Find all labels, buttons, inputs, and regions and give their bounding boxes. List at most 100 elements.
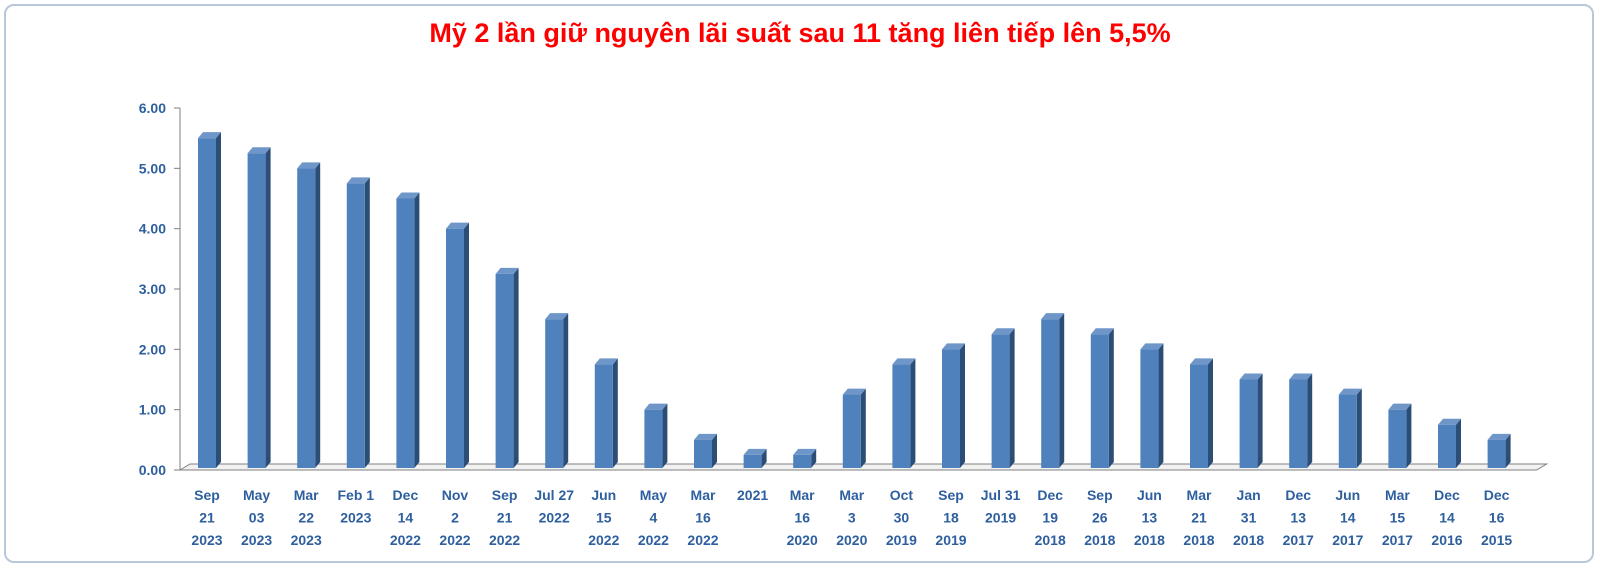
bar xyxy=(1239,379,1258,468)
x-tick-label: Oct 30 2019 xyxy=(886,487,917,548)
bar-side xyxy=(216,132,221,468)
x-tick-label: Jan 31 2018 xyxy=(1233,487,1264,548)
bar-top xyxy=(1388,403,1412,410)
bar-top xyxy=(892,358,916,365)
bar-top xyxy=(297,162,321,169)
bar-top xyxy=(1239,373,1263,380)
bar-top xyxy=(743,448,767,455)
x-tick-label: Feb 1 2023 xyxy=(338,487,375,526)
x-tick-label: Dec 14 2016 xyxy=(1431,487,1462,548)
bar-side xyxy=(1505,433,1511,468)
bar-top xyxy=(1090,328,1114,335)
bar xyxy=(247,153,266,468)
x-tick-label: Dec 14 2022 xyxy=(390,487,421,548)
bar-side xyxy=(513,267,519,468)
bar xyxy=(346,183,365,468)
x-tick-label: Jul 27 2022 xyxy=(534,487,574,526)
x-tick-label: May 4 2022 xyxy=(638,487,669,548)
bar-side xyxy=(315,162,321,469)
chart-title: Mỹ 2 lần giữ nguyên lãi suất sau 11 tăng… xyxy=(429,18,1171,48)
x-tick-label: Mar 22 2023 xyxy=(291,487,322,548)
y-tick-label: 2.00 xyxy=(139,341,166,357)
bar xyxy=(1041,319,1060,468)
bar-top xyxy=(694,433,717,440)
bar xyxy=(1289,379,1308,468)
bar-side xyxy=(960,343,965,468)
x-tick-label: Jun 15 2022 xyxy=(588,487,619,548)
bar xyxy=(594,364,613,468)
bar-side xyxy=(860,388,866,468)
bar-top xyxy=(1289,373,1313,380)
bar xyxy=(495,273,514,468)
bar xyxy=(743,454,762,468)
bar-side xyxy=(1356,388,1362,468)
bar-top xyxy=(842,388,866,395)
bar-top xyxy=(991,328,1015,335)
bar-side xyxy=(761,448,767,468)
bar xyxy=(942,349,960,468)
bar-top xyxy=(198,132,221,139)
bar-top xyxy=(1438,418,1461,425)
bar-top xyxy=(396,192,420,199)
bar-top xyxy=(1487,433,1511,440)
bar xyxy=(446,228,464,468)
bar-top xyxy=(594,358,618,365)
y-tick-label: 3.00 xyxy=(139,281,166,297)
y-tick-label: 1.00 xyxy=(139,402,166,418)
bar-top xyxy=(247,147,271,154)
bar xyxy=(198,138,216,468)
bar xyxy=(1438,424,1456,468)
bar xyxy=(694,439,712,468)
bar-side xyxy=(612,358,618,468)
bar xyxy=(991,334,1010,468)
x-tick-label: Sep 21 2022 xyxy=(489,487,520,548)
bar-side xyxy=(265,147,271,468)
x-tick-label: Mar 3 2020 xyxy=(836,487,867,548)
bar-top xyxy=(495,267,519,274)
bar-side xyxy=(1158,343,1164,468)
bar-side xyxy=(811,448,817,468)
bar xyxy=(1388,409,1407,468)
bar-side xyxy=(1059,313,1065,468)
bar xyxy=(1338,394,1357,468)
bar-side xyxy=(1009,328,1015,468)
y-tick-label: 5.00 xyxy=(139,160,166,176)
x-tick-label: Dec 16 2015 xyxy=(1481,487,1512,548)
bar-side xyxy=(563,313,569,468)
bar-side xyxy=(910,358,916,468)
y-tick-label: 4.00 xyxy=(139,221,166,237)
bar-side xyxy=(1108,328,1114,468)
x-tick-label: Jun 14 2017 xyxy=(1332,487,1363,548)
y-tick-label: 6.00 xyxy=(139,100,166,116)
x-tick-label: Mar 16 2022 xyxy=(687,487,718,548)
bar-top xyxy=(1140,343,1164,350)
x-tick-label: Nov 2 2022 xyxy=(439,487,470,548)
bar-side xyxy=(712,433,717,468)
bar xyxy=(396,198,415,468)
bar xyxy=(842,394,861,468)
bar-side xyxy=(464,222,469,468)
x-tick-label: Sep 26 2018 xyxy=(1084,487,1115,548)
bar-side xyxy=(1208,358,1213,468)
x-tick-label: Jul 31 2019 xyxy=(981,487,1021,526)
x-tick-label: 2021 xyxy=(737,487,768,503)
x-tick-label: Mar 15 2017 xyxy=(1382,487,1413,548)
bar-top xyxy=(1041,313,1065,320)
bar-top xyxy=(1338,388,1362,395)
bar-side xyxy=(1307,373,1313,468)
bar xyxy=(1487,439,1506,468)
bar xyxy=(892,364,911,468)
x-tick-label: Mar 21 2018 xyxy=(1183,487,1214,548)
bar-top xyxy=(446,222,469,229)
x-tick-label: Dec 13 2017 xyxy=(1283,487,1314,548)
bar xyxy=(545,319,564,468)
bar xyxy=(793,454,812,468)
x-tick-label: May 03 2023 xyxy=(241,487,272,548)
bar-top xyxy=(1190,358,1213,365)
bar-top xyxy=(644,403,668,410)
bar-side xyxy=(1406,403,1412,468)
x-tick-label: Jun 13 2018 xyxy=(1134,487,1165,548)
bar xyxy=(1090,334,1109,468)
bar-top xyxy=(942,343,965,350)
